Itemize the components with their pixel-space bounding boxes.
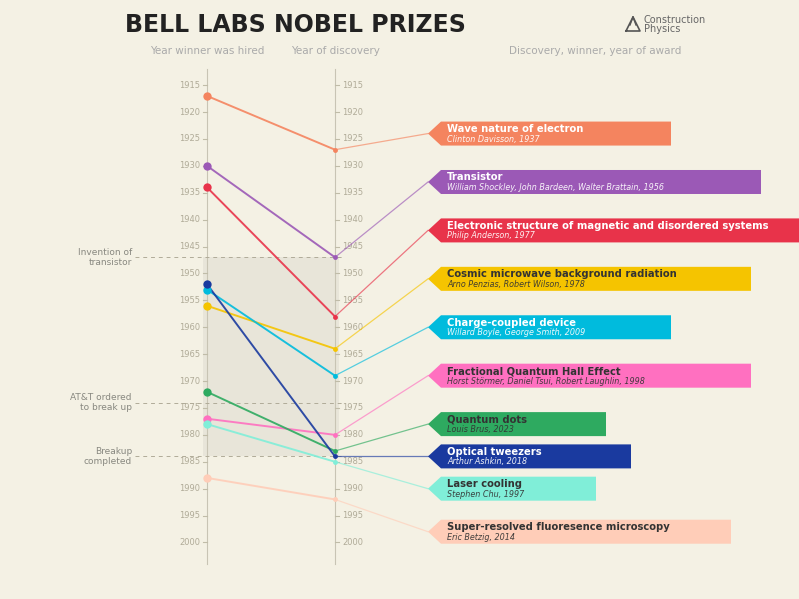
Text: 1960: 1960 bbox=[179, 323, 200, 332]
Text: 1970: 1970 bbox=[342, 377, 363, 386]
Text: 1980: 1980 bbox=[342, 430, 363, 440]
Text: 1920: 1920 bbox=[342, 108, 363, 117]
Text: Quantum dots: Quantum dots bbox=[447, 415, 527, 425]
Polygon shape bbox=[428, 477, 596, 501]
Bar bbox=[203, 258, 339, 456]
Text: Laser cooling: Laser cooling bbox=[447, 479, 522, 489]
Text: Wave nature of electron: Wave nature of electron bbox=[447, 124, 583, 134]
Text: 1955: 1955 bbox=[342, 296, 363, 305]
Polygon shape bbox=[428, 267, 751, 291]
Text: Eric Betzig, 2014: Eric Betzig, 2014 bbox=[447, 533, 515, 541]
Text: Discovery, winner, year of award: Discovery, winner, year of award bbox=[509, 46, 682, 56]
Text: 1960: 1960 bbox=[342, 323, 363, 332]
Text: BELL LABS NOBEL PRIZES: BELL LABS NOBEL PRIZES bbox=[125, 13, 466, 37]
Text: Cosmic microwave background radiation: Cosmic microwave background radiation bbox=[447, 270, 677, 279]
Text: 1940: 1940 bbox=[179, 215, 200, 224]
Text: 1925: 1925 bbox=[342, 134, 363, 143]
Text: 1995: 1995 bbox=[179, 511, 200, 520]
Text: 1955: 1955 bbox=[179, 296, 200, 305]
Text: 1990: 1990 bbox=[342, 484, 363, 493]
Polygon shape bbox=[428, 122, 671, 146]
Text: 1940: 1940 bbox=[342, 215, 363, 224]
Text: 1915: 1915 bbox=[342, 81, 363, 90]
Text: Arthur Ashkin, 2018: Arthur Ashkin, 2018 bbox=[447, 458, 527, 467]
Text: 1985: 1985 bbox=[179, 457, 200, 466]
Text: Construction: Construction bbox=[644, 15, 706, 25]
Text: William Shockley, John Bardeen, Walter Brattain, 1956: William Shockley, John Bardeen, Walter B… bbox=[447, 183, 664, 192]
Text: 1930: 1930 bbox=[179, 161, 200, 170]
Text: Charge-coupled device: Charge-coupled device bbox=[447, 317, 576, 328]
Text: AT&T ordered
to break up: AT&T ordered to break up bbox=[70, 393, 132, 412]
Text: Horst Störmer, Daniel Tsui, Robert Laughlin, 1998: Horst Störmer, Daniel Tsui, Robert Laugh… bbox=[447, 377, 645, 386]
Text: 2000: 2000 bbox=[342, 538, 363, 547]
Text: 1930: 1930 bbox=[342, 161, 363, 170]
Text: 1935: 1935 bbox=[179, 188, 200, 197]
Text: 1985: 1985 bbox=[342, 457, 363, 466]
Polygon shape bbox=[428, 412, 606, 436]
Text: 1950: 1950 bbox=[179, 269, 200, 278]
Text: Fractional Quantum Hall Effect: Fractional Quantum Hall Effect bbox=[447, 366, 621, 376]
Text: Stephen Chu, 1997: Stephen Chu, 1997 bbox=[447, 489, 524, 499]
Text: 1970: 1970 bbox=[179, 377, 200, 386]
Text: 1915: 1915 bbox=[179, 81, 200, 90]
Text: Optical tweezers: Optical tweezers bbox=[447, 447, 542, 457]
Text: Philip Anderson, 1977: Philip Anderson, 1977 bbox=[447, 231, 535, 240]
Text: 1965: 1965 bbox=[342, 350, 363, 359]
Text: 1965: 1965 bbox=[179, 350, 200, 359]
Polygon shape bbox=[428, 444, 631, 468]
Text: Invention of
transistor: Invention of transistor bbox=[78, 247, 132, 267]
Text: Transistor: Transistor bbox=[447, 173, 503, 183]
Text: 1995: 1995 bbox=[342, 511, 363, 520]
Text: 1950: 1950 bbox=[342, 269, 363, 278]
Polygon shape bbox=[428, 170, 761, 194]
Text: 2000: 2000 bbox=[179, 538, 200, 547]
Text: Year of discovery: Year of discovery bbox=[291, 46, 380, 56]
Text: Willard Boyle, George Smith, 2009: Willard Boyle, George Smith, 2009 bbox=[447, 328, 585, 337]
Text: Year winner was hired: Year winner was hired bbox=[150, 46, 264, 56]
Text: 1935: 1935 bbox=[342, 188, 363, 197]
Text: 1945: 1945 bbox=[342, 242, 363, 251]
Text: Super-resolved fluoresence microscopy: Super-resolved fluoresence microscopy bbox=[447, 522, 670, 533]
Text: 1975: 1975 bbox=[342, 404, 363, 413]
Text: 1925: 1925 bbox=[179, 134, 200, 143]
Text: Physics: Physics bbox=[644, 24, 681, 34]
Text: 1945: 1945 bbox=[179, 242, 200, 251]
Text: 1990: 1990 bbox=[179, 484, 200, 493]
Text: Arno Penzias, Robert Wilson, 1978: Arno Penzias, Robert Wilson, 1978 bbox=[447, 280, 585, 289]
Polygon shape bbox=[428, 219, 799, 243]
Text: 1975: 1975 bbox=[179, 404, 200, 413]
Text: Breakup
completed: Breakup completed bbox=[84, 447, 132, 466]
Polygon shape bbox=[428, 520, 731, 544]
Text: Clinton Davisson, 1937: Clinton Davisson, 1937 bbox=[447, 135, 539, 144]
Text: Louis Brus, 2023: Louis Brus, 2023 bbox=[447, 425, 514, 434]
Text: 1920: 1920 bbox=[179, 108, 200, 117]
Polygon shape bbox=[428, 315, 671, 339]
Polygon shape bbox=[428, 364, 751, 388]
Text: 1980: 1980 bbox=[179, 430, 200, 440]
Text: Electronic structure of magnetic and disordered systems: Electronic structure of magnetic and dis… bbox=[447, 221, 769, 231]
